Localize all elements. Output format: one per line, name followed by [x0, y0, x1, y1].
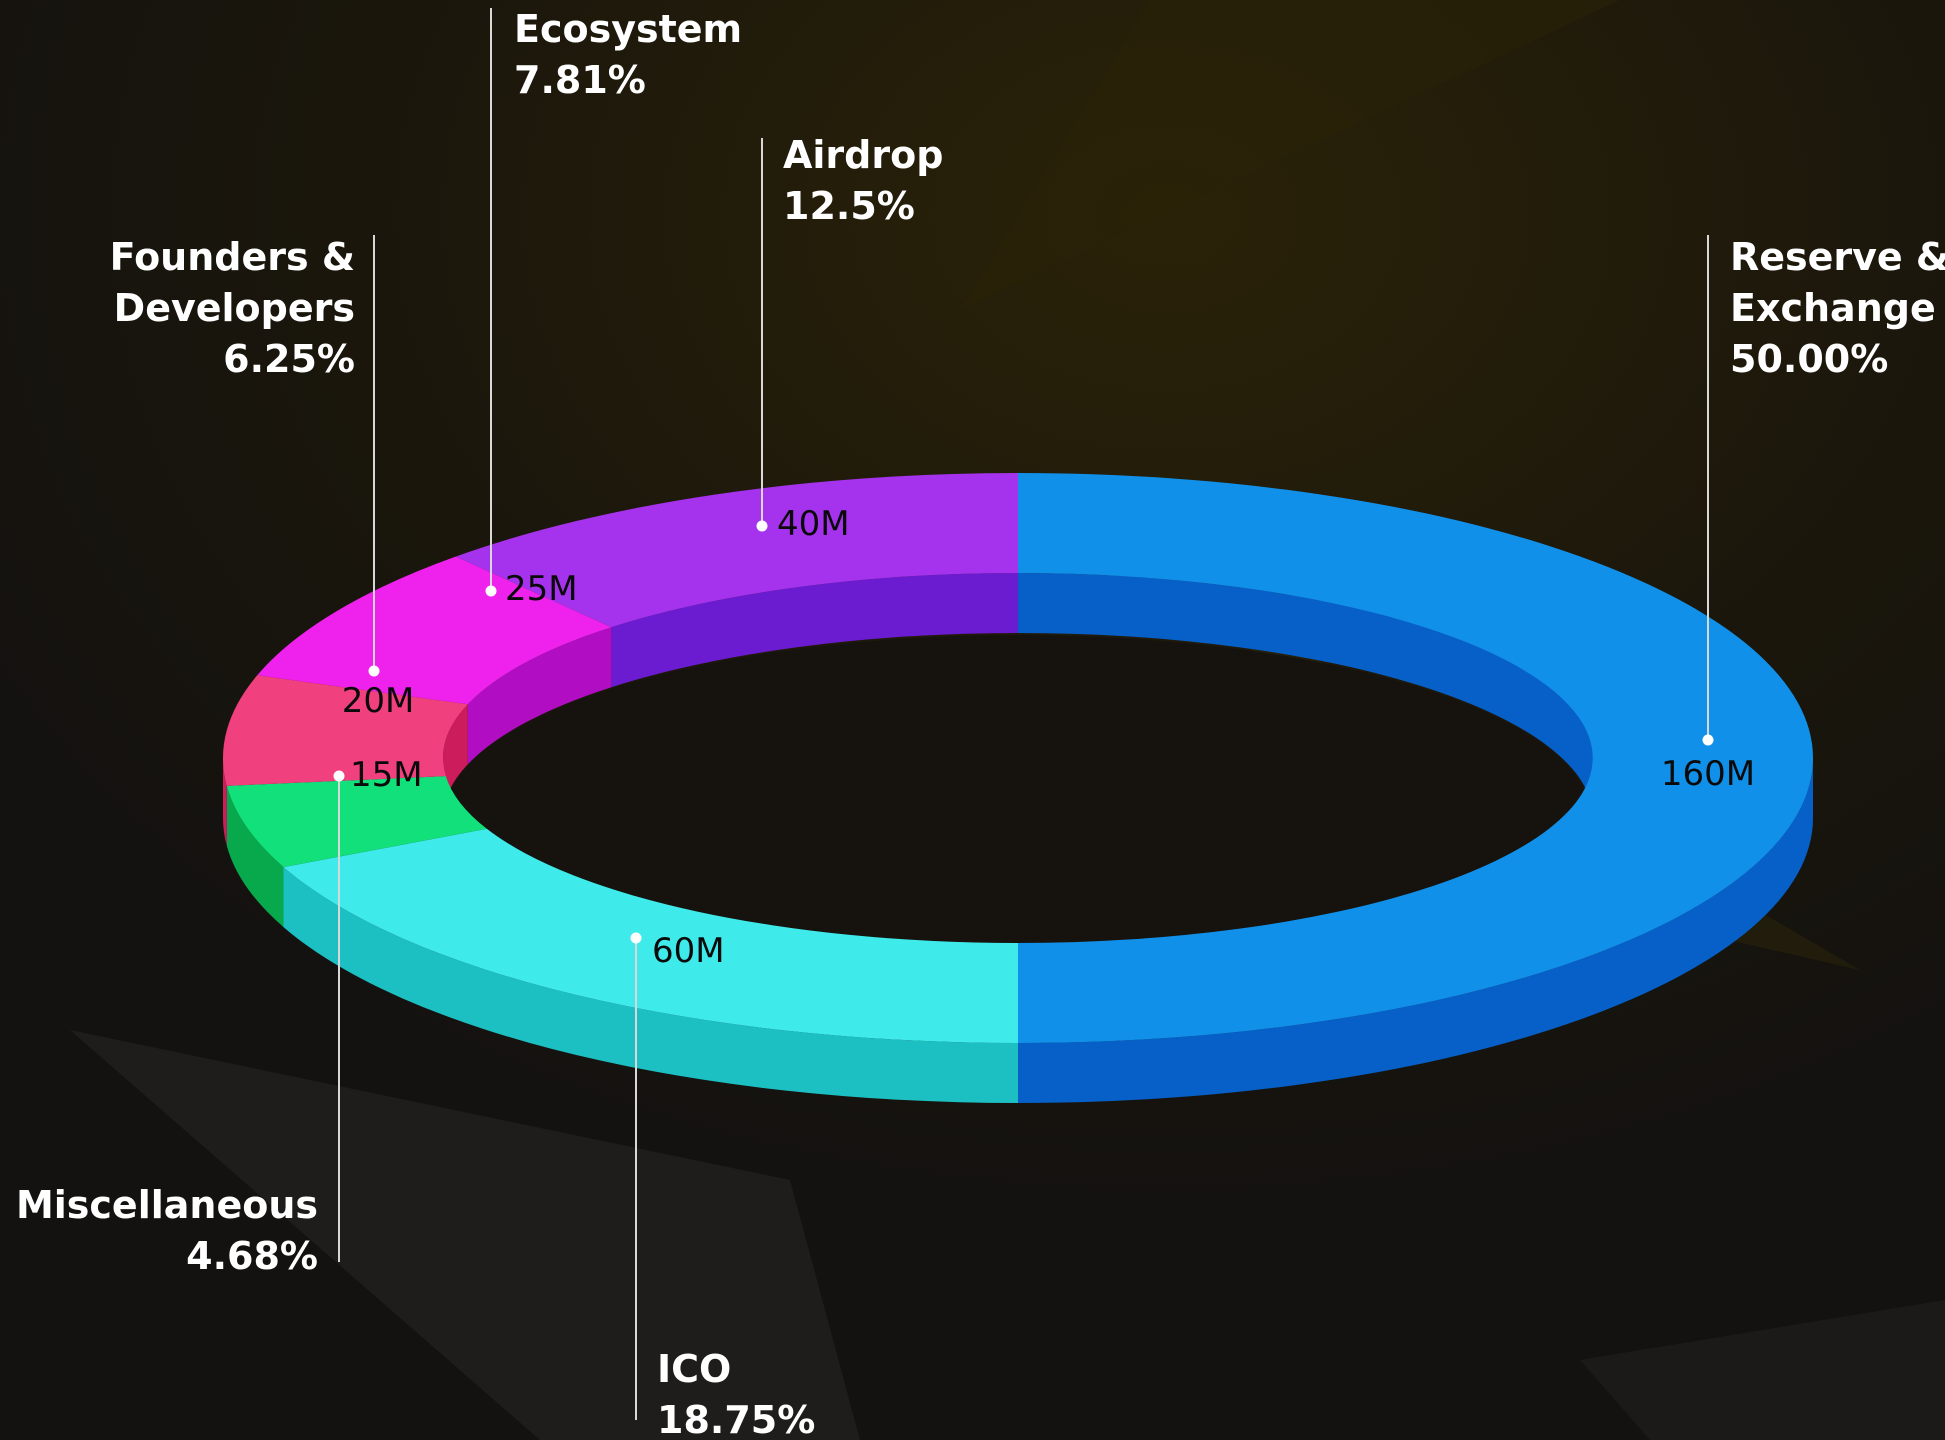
category-label-reserve-and-exchange: Reserve & Exchange 50.00%: [1730, 235, 1945, 381]
leader-dot-founders-and-developers: [368, 665, 380, 677]
ring-slice-ecosystem: [257, 556, 612, 705]
ring-tops: [222, 473, 1813, 1043]
category-label-airdrop: Airdrop 12.5%: [783, 133, 943, 228]
ring-inner-wall-reserve-and-exchange: [1018, 573, 1593, 818]
name-line-reserve-and-exchange: Reserve &: [1730, 235, 1945, 279]
percent-label-ecosystem: 7.81%: [514, 58, 646, 102]
leader-dot-miscellaneous: [333, 770, 345, 782]
background-shard: [1580, 1300, 1945, 1440]
name-line-airdrop: Airdrop: [783, 133, 943, 177]
name-line-founders-and-developers: Founders &: [110, 235, 355, 279]
leader-dot-ecosystem: [485, 585, 497, 597]
percent-label-ico: 18.75%: [657, 1398, 815, 1440]
background-shard: [70, 1030, 860, 1440]
leader-dot-airdrop: [756, 520, 768, 532]
value-label-ecosystem: 25M: [505, 569, 578, 609]
name-line-miscellaneous: Miscellaneous: [16, 1183, 318, 1227]
value-label-ico: 60M: [652, 931, 725, 971]
ring-slice-founders-and-developers: [222, 675, 468, 786]
ring-side-ico: [283, 867, 1018, 1103]
percent-label-founders-and-developers: 6.25%: [223, 337, 355, 381]
category-label-ico: ICO 18.75%: [657, 1347, 815, 1440]
percent-label-reserve-and-exchange: 50.00%: [1730, 337, 1888, 381]
value-label-miscellaneous: 15M: [350, 755, 423, 795]
ring-slice-miscellaneous: [226, 776, 487, 868]
ring-inner-wall-ecosystem: [467, 627, 612, 765]
ring-hole: [445, 635, 1591, 1001]
name-line-ecosystem: Ecosystem: [514, 7, 742, 51]
ring-side-miscellaneous: [226, 785, 284, 928]
category-label-founders-and-developers: Founders & Developers 6.25%: [110, 235, 355, 381]
category-label-ecosystem: Ecosystem 7.81%: [514, 7, 742, 102]
background-shard: [960, 0, 1620, 310]
value-label-airdrop: 40M: [777, 504, 850, 544]
name-line-ico: ICO: [657, 1347, 731, 1391]
value-labels: 160M 60M 15M 20M 25M 40M: [342, 504, 1755, 971]
value-label-founders-and-developers: 20M: [342, 681, 415, 721]
ring-side-founders-and-developers: [222, 758, 227, 846]
leader-dot-ico: [630, 932, 642, 944]
percent-label-miscellaneous: 4.68%: [186, 1234, 318, 1278]
ring-slice-reserve-and-exchange: [1018, 473, 1813, 1043]
ring-sides: [222, 758, 1813, 1103]
leader-dot-reserve-and-exchange: [1702, 734, 1714, 746]
category-labels: Reserve & Exchange 50.00% ICO 18.75% Miscella…: [16, 7, 1945, 1440]
name-line-founders-and-developers: Developers: [114, 286, 355, 330]
ring-inner-wall: [443, 573, 1593, 1001]
name-line-reserve-and-exchange: Exchange: [1730, 286, 1936, 330]
ring-side-reserve-and-exchange: [1018, 758, 1813, 1103]
value-label-reserve-and-exchange: 160M: [1661, 754, 1755, 794]
category-label-miscellaneous: Miscellaneous 4.68%: [16, 1183, 318, 1278]
ring-inner-wall-airdrop: [611, 573, 1018, 688]
percent-label-airdrop: 12.5%: [783, 184, 915, 228]
ring-slice-airdrop: [455, 473, 1018, 628]
ring-slice-ico: [283, 828, 1018, 1043]
leader-lines: [333, 8, 1714, 1420]
